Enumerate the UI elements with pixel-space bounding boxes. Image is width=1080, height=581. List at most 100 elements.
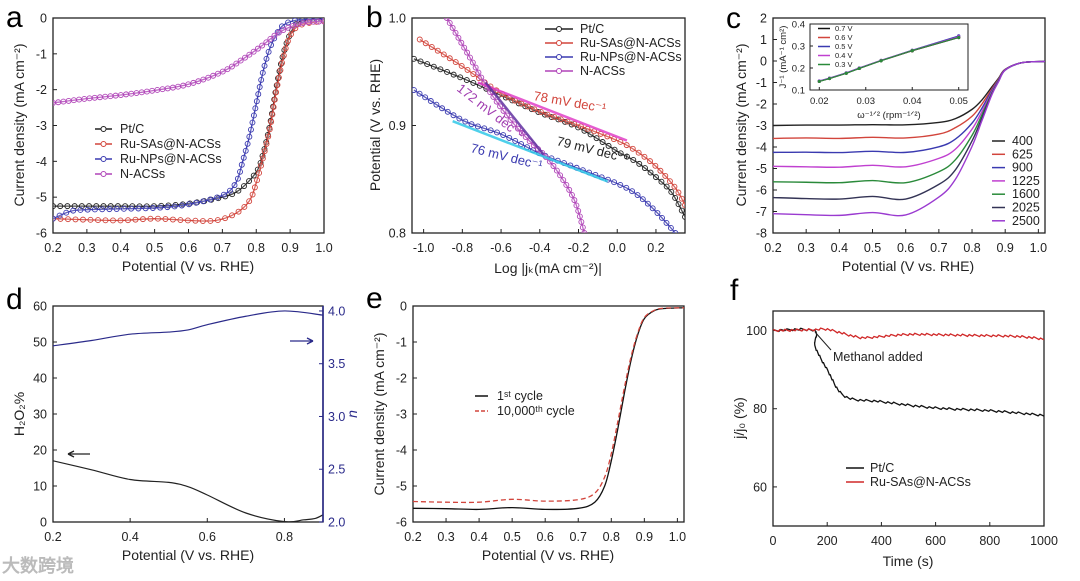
y-tick-label: -4 xyxy=(756,141,767,155)
data-point xyxy=(250,172,257,179)
x-tick-label: -0.4 xyxy=(529,241,551,255)
x-tick-label: 0.5 xyxy=(864,241,881,255)
data-point xyxy=(581,230,588,233)
data-point xyxy=(623,142,630,149)
data-point xyxy=(617,139,624,145)
panel-label: f xyxy=(730,274,739,307)
data-point xyxy=(241,203,248,210)
data-point xyxy=(254,45,261,52)
data-point xyxy=(553,167,560,174)
data-point xyxy=(662,172,669,179)
data-point xyxy=(275,29,282,36)
plot-area xyxy=(413,307,684,511)
data-point xyxy=(671,183,678,190)
data-point xyxy=(65,216,71,223)
y-tick-label: -1 xyxy=(36,47,47,61)
data-point xyxy=(238,161,245,168)
y-tick-label: -5 xyxy=(756,162,767,176)
data-point xyxy=(672,194,679,201)
y-tick-label: 40 xyxy=(33,372,47,386)
data-point xyxy=(524,103,531,110)
data-point xyxy=(207,196,214,203)
data-point xyxy=(434,47,441,54)
plot-area xyxy=(53,310,323,522)
data-point xyxy=(576,213,583,220)
data-point xyxy=(560,177,567,184)
y-tick-label: 100 xyxy=(746,324,767,338)
data-point xyxy=(427,98,434,104)
y-tick-label: 0 xyxy=(40,516,47,530)
x-tick-label: 1.0 xyxy=(1030,241,1047,255)
data-point xyxy=(578,218,585,225)
data-point xyxy=(634,192,641,198)
y2-tick-label: 4.0 xyxy=(328,304,345,318)
data-point xyxy=(162,216,169,222)
data-point xyxy=(219,68,226,75)
data-point xyxy=(265,133,272,140)
data-point xyxy=(300,20,307,27)
inset-y-tick-label: 0.3 xyxy=(792,42,805,53)
data-point xyxy=(439,105,446,112)
inset-y-axis-title: J⁻¹ (mA⁻¹ cm²) xyxy=(778,26,789,89)
y-tick-label: 2 xyxy=(760,12,767,26)
data-point xyxy=(271,96,278,103)
data-point xyxy=(537,109,544,115)
legend-label: Pt/C xyxy=(580,22,604,36)
data-point xyxy=(214,217,221,224)
data-point xyxy=(72,216,79,223)
data-point xyxy=(511,121,518,128)
data-point xyxy=(444,69,450,75)
data-point xyxy=(175,83,181,90)
data-point xyxy=(443,18,450,21)
series-line-Pt/C xyxy=(773,327,1044,417)
x-tick-label: 0.6 xyxy=(199,530,216,544)
data-point xyxy=(246,51,253,58)
data-point xyxy=(668,188,675,195)
y-tick-label: -2 xyxy=(396,372,407,386)
y-tick-label: -2 xyxy=(756,98,767,112)
plot-area xyxy=(773,60,1045,217)
series-line-Pt/C xyxy=(413,58,685,218)
inset-data-point xyxy=(817,79,821,84)
data-point xyxy=(242,147,249,154)
y-tick-label: -8 xyxy=(756,227,767,241)
legend-marker xyxy=(100,126,107,132)
data-point xyxy=(226,187,233,194)
plot-area xyxy=(412,18,685,233)
legend-marker xyxy=(100,141,107,147)
data-point xyxy=(617,181,624,188)
panel-label: a xyxy=(6,1,23,34)
methanol-annotation: Methanol added xyxy=(833,350,923,364)
data-point xyxy=(284,38,291,45)
data-point xyxy=(641,153,648,160)
data-point xyxy=(515,125,521,132)
data-point xyxy=(292,18,298,24)
legend-label: 2500 xyxy=(1012,214,1040,228)
data-point xyxy=(282,45,289,52)
x-tick-label: 0.5 xyxy=(146,241,163,255)
data-point xyxy=(180,82,187,89)
data-point xyxy=(154,87,161,93)
data-point xyxy=(184,217,191,224)
data-point xyxy=(53,203,56,210)
data-point xyxy=(157,204,164,211)
data-point xyxy=(250,112,257,119)
data-point xyxy=(110,217,116,224)
data-point xyxy=(263,39,270,46)
watermark-logo: 大数跨境 xyxy=(2,555,74,576)
data-point xyxy=(113,206,120,212)
data-point xyxy=(455,34,462,41)
data-point xyxy=(657,167,664,174)
data-point xyxy=(285,19,292,26)
data-point xyxy=(667,225,674,231)
x-axis-title: Log |jₖ(mA cm⁻²)| xyxy=(494,260,602,276)
data-point xyxy=(571,197,578,204)
y-tick-label: 0.9 xyxy=(389,119,406,133)
data-point xyxy=(149,205,156,211)
y-axis-title: H₂O₂% xyxy=(11,392,27,436)
y-tick-label: -2 xyxy=(36,83,47,97)
legend-label: Pt/C xyxy=(120,122,144,136)
data-point xyxy=(639,196,646,203)
x-tick-label: 0.6 xyxy=(180,241,197,255)
panel-label: c xyxy=(726,2,741,35)
